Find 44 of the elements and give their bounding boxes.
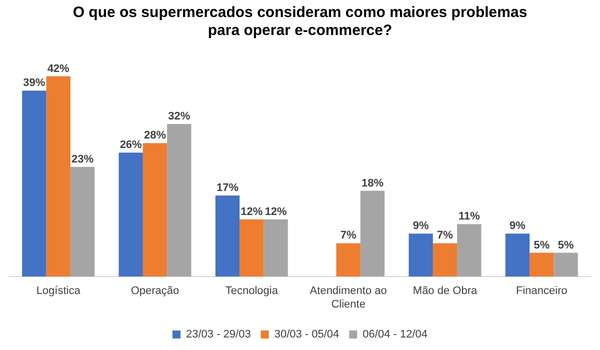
bar bbox=[408, 234, 433, 277]
data-label: 17% bbox=[216, 182, 239, 194]
data-label: 32% bbox=[168, 110, 190, 123]
data-label: 18% bbox=[361, 177, 384, 190]
bar bbox=[264, 219, 288, 277]
bar bbox=[360, 190, 385, 277]
data-label: 28% bbox=[144, 130, 166, 142]
bar bbox=[336, 243, 360, 277]
bar bbox=[432, 243, 458, 277]
legend-label: 23/03 - 29/03 bbox=[186, 328, 251, 341]
bar bbox=[240, 219, 264, 277]
data-label: 5% bbox=[558, 239, 574, 252]
data-label: 26% bbox=[120, 139, 142, 152]
data-label: 7% bbox=[437, 230, 454, 242]
data-label: 9% bbox=[510, 220, 526, 232]
x-tick-label: Atendimento ao Cliente bbox=[310, 285, 387, 310]
data-label: 23% bbox=[71, 153, 94, 166]
bar bbox=[22, 90, 46, 277]
data-label: 42% bbox=[47, 62, 70, 75]
data-label: 7% bbox=[340, 230, 356, 242]
data-label: 5% bbox=[534, 239, 550, 252]
bar bbox=[554, 252, 578, 277]
data-label: 12% bbox=[240, 206, 263, 218]
data-label: 9% bbox=[412, 220, 429, 232]
data-label: 39% bbox=[23, 77, 46, 90]
legend-label: 30/03 - 05/04 bbox=[274, 328, 340, 341]
bar bbox=[118, 152, 143, 277]
bar bbox=[457, 224, 482, 277]
bar bbox=[215, 196, 240, 277]
legend-label: 06/04 - 12/04 bbox=[362, 328, 428, 341]
bar bbox=[70, 166, 95, 277]
x-tick-label: Operação bbox=[130, 285, 180, 298]
bar bbox=[167, 124, 192, 277]
bar bbox=[505, 234, 530, 277]
data-label: 11% bbox=[458, 210, 480, 223]
x-tick-label: Logística bbox=[36, 285, 82, 298]
x-tick-label: Mão de Obra bbox=[412, 285, 478, 298]
x-tick-label: Financeiro bbox=[516, 285, 568, 298]
bar bbox=[530, 252, 554, 277]
x-tick-label: Tecnologia bbox=[225, 285, 279, 298]
data-label: 12% bbox=[264, 206, 288, 218]
bar bbox=[46, 76, 70, 277]
bar bbox=[142, 143, 168, 277]
chart-title: O que os supermercados consideram como maiores problemas para operar e-commerce? bbox=[72, 4, 528, 40]
